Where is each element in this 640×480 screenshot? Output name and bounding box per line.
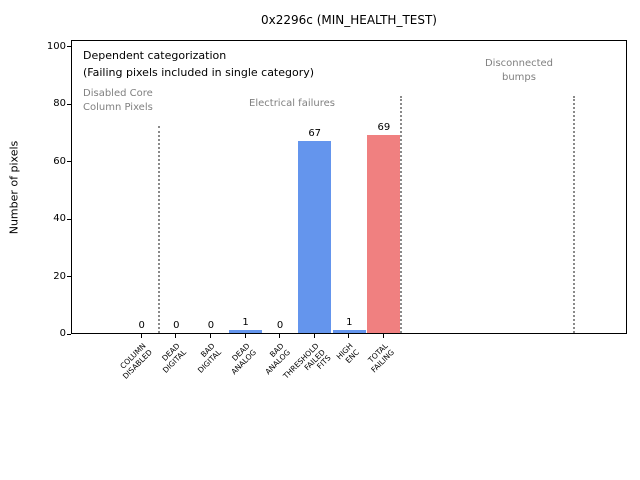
bar-total-failing	[367, 134, 401, 333]
y-tick-mark	[67, 46, 71, 48]
y-tick-mark	[67, 333, 71, 335]
chart-title: 0x2296c (MIN_HEALTH_TEST)	[261, 13, 437, 27]
x-tick-mark	[279, 334, 281, 338]
x-tick-mark	[382, 334, 384, 338]
bar-dead-analog	[229, 330, 262, 333]
x-tick-mark	[348, 334, 350, 338]
region-label-disconnected-bumps: Disconnected bumps	[484, 58, 554, 83]
bar-value-label: 1	[346, 317, 353, 329]
region-label-disabled-core-column-pixels: Disabled Core Column Pixels	[83, 88, 153, 113]
y-tick-mark	[67, 276, 71, 277]
y-tick-label: 80	[53, 98, 66, 110]
annotation-failing-pixels-note: (Failing pixels included in single categ…	[83, 66, 315, 79]
y-tick-label: 20	[53, 270, 66, 282]
region-divider-dotted-line	[158, 126, 160, 333]
annotation-dependent-categorization: Dependent categorization	[83, 49, 227, 62]
bar-value-label: 0	[276, 320, 284, 331]
x-tick-mark	[209, 334, 211, 338]
y-tick-label: 0	[59, 328, 66, 339]
bar-value-label: 0	[207, 320, 215, 331]
plot-area: Dependent categorization (Failing pixels…	[71, 40, 627, 334]
y-axis-label: Number of pixels	[7, 140, 21, 235]
y-tick-label: 40	[53, 213, 66, 225]
x-tick-mark	[175, 334, 177, 338]
bar-value-label: 1	[242, 317, 249, 329]
bar-value-label: 67	[308, 127, 322, 139]
bar-high-enc	[332, 330, 366, 333]
y-tick-label: 60	[53, 155, 66, 167]
x-tick-mark	[140, 334, 142, 338]
region-divider-dotted-line	[400, 96, 403, 333]
y-tick-mark	[67, 103, 71, 105]
bar-value-label: 69	[377, 121, 391, 133]
bar-value-label: 0	[138, 320, 145, 331]
x-tick-mark	[313, 334, 315, 338]
y-tick-mark	[67, 218, 71, 220]
x-tick-mark	[244, 334, 246, 338]
region-label-electrical-failures: Electrical failures	[249, 98, 335, 109]
bar-threshold-failed-fits	[298, 140, 332, 333]
y-tick-mark	[67, 161, 71, 163]
bar-value-label: 0	[173, 320, 180, 331]
y-tick-label: 100	[46, 40, 66, 52]
region-divider-dotted-line	[573, 96, 576, 333]
